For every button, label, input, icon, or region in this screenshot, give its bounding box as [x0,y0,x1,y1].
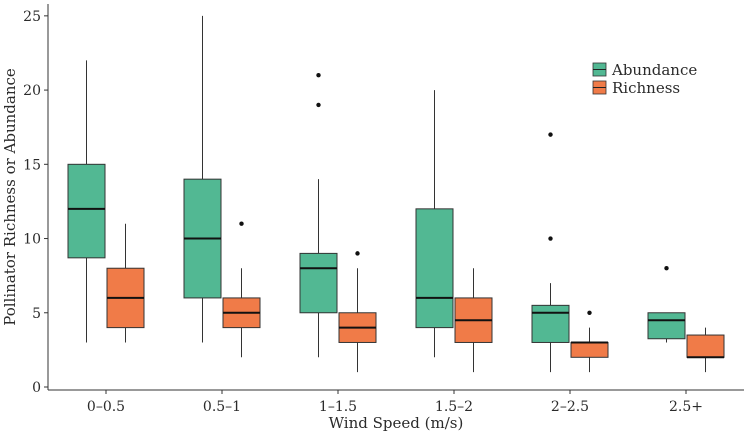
legend: Abundance Richness [592,61,697,97]
outlier-point [316,73,321,78]
y-axis-title: Pollinator Richness or Abundance [1,68,19,326]
box-richness [338,251,377,373]
y-tick-label: 5 [32,306,41,322]
box-iqr [415,208,454,329]
outlier-point [548,132,553,137]
y-tick-label: 0 [32,380,41,396]
x-tick-label: 0–0.5 [87,399,125,415]
box-abundance [67,60,106,343]
box-richness [106,223,145,343]
box-abundance [415,90,454,358]
box-richness [454,268,493,373]
x-tick-label: 2.5+ [669,399,703,415]
y-axis-ticks: 0 5 10 15 20 25 [23,9,48,396]
x-tick-label: 0.5–1 [203,399,241,415]
legend-label-richness: Richness [612,79,680,97]
x-tick-label: 2–2.5 [551,399,589,415]
y-tick-label: 25 [23,9,41,25]
outlier-point [664,266,669,271]
box-abundance [647,266,686,343]
box-iqr [686,334,725,358]
y-tick-label: 15 [23,157,41,173]
x-axis-ticks: 0–0.5 0.5–1 1–1.5 1.5–2 2–2.5 2.5+ [87,390,703,415]
outlier-point [316,102,321,108]
outlier-point [239,221,244,226]
boxes-layer [67,15,725,373]
outlier-point [587,310,592,315]
box-iqr [299,252,338,314]
x-tick-label: 1–1.5 [319,399,357,415]
y-tick-label: 10 [23,232,41,248]
box-abundance [183,15,222,343]
box-abundance [299,73,338,358]
box-richness [570,310,609,373]
y-tick-label: 20 [23,83,41,99]
box-iqr [570,341,609,358]
box-abundance [531,132,570,373]
box-iqr [531,304,570,343]
x-axis-title: Wind Speed (m/s) [329,414,464,432]
box-iqr [647,312,686,340]
box-iqr [67,163,106,259]
box-richness [686,327,725,373]
legend-label-abundance: Abundance [611,61,697,79]
x-tick-label: 1.5–2 [435,399,473,415]
box-richness [222,221,261,358]
outlier-point [548,236,553,241]
outlier-point [355,251,360,256]
